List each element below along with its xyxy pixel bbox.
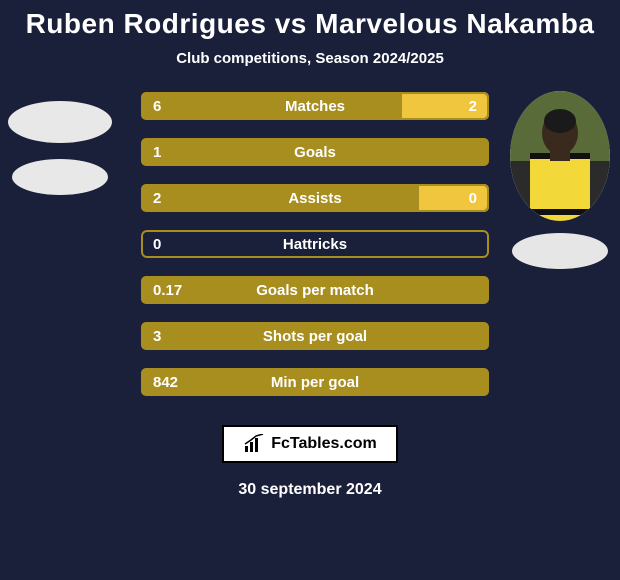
player-right-avatar — [510, 91, 610, 221]
stat-row: Matches6 2 — [140, 91, 490, 121]
stat-label: Min per goal — [141, 368, 489, 396]
player-right-avatar-svg — [510, 91, 610, 221]
stat-value-p1: 2 — [141, 184, 173, 212]
player-left-column — [0, 101, 120, 195]
chart-icon — [243, 434, 267, 454]
footer-date: 30 september 2024 — [0, 481, 620, 499]
player-right-column — [500, 91, 620, 269]
stat-value-p1: 0 — [141, 230, 173, 258]
stat-value-p1: 0.17 — [141, 276, 194, 304]
fctables-logo-text: FcTables.com — [271, 435, 377, 453]
stat-value-p1: 1 — [141, 138, 173, 166]
stat-label: Goals — [141, 138, 489, 166]
stat-bars: Matches62Goals1Assists20Hattricks0Goals … — [140, 91, 490, 413]
stat-label: Shots per goal — [141, 322, 489, 350]
stat-label: Assists — [141, 184, 489, 212]
footer: FcTables.com 30 september 2024 — [0, 425, 620, 499]
player-left-name-placeholder — [12, 159, 108, 195]
stat-row: Hattricks0 — [140, 229, 490, 259]
comparison-content: Matches62Goals1Assists20Hattricks0Goals … — [0, 91, 620, 413]
stat-value-p1: 842 — [141, 368, 190, 396]
stat-value-p1: 6 — [141, 92, 173, 120]
stat-row: Shots per goal3 — [140, 321, 490, 351]
player-right-name-placeholder — [512, 233, 608, 269]
stat-row: Min per goal842 — [140, 367, 490, 397]
stat-value-p2: 0 — [457, 184, 489, 212]
subtitle: Club competitions, Season 2024/2025 — [0, 50, 620, 67]
stat-row: Goals1 — [140, 137, 490, 167]
stat-value-p1: 3 — [141, 322, 173, 350]
stat-value-p2: 2 — [457, 92, 489, 120]
page-title: Ruben Rodrigues vs Marvelous Nakamba — [0, 0, 620, 40]
stat-row: Assists2 0 — [140, 183, 490, 213]
fctables-logo: FcTables.com — [222, 425, 398, 463]
player-left-avatar-placeholder — [8, 101, 112, 143]
stat-row: Goals per match0.17 — [140, 275, 490, 305]
stat-label: Matches — [141, 92, 489, 120]
stat-label: Hattricks — [141, 230, 489, 258]
